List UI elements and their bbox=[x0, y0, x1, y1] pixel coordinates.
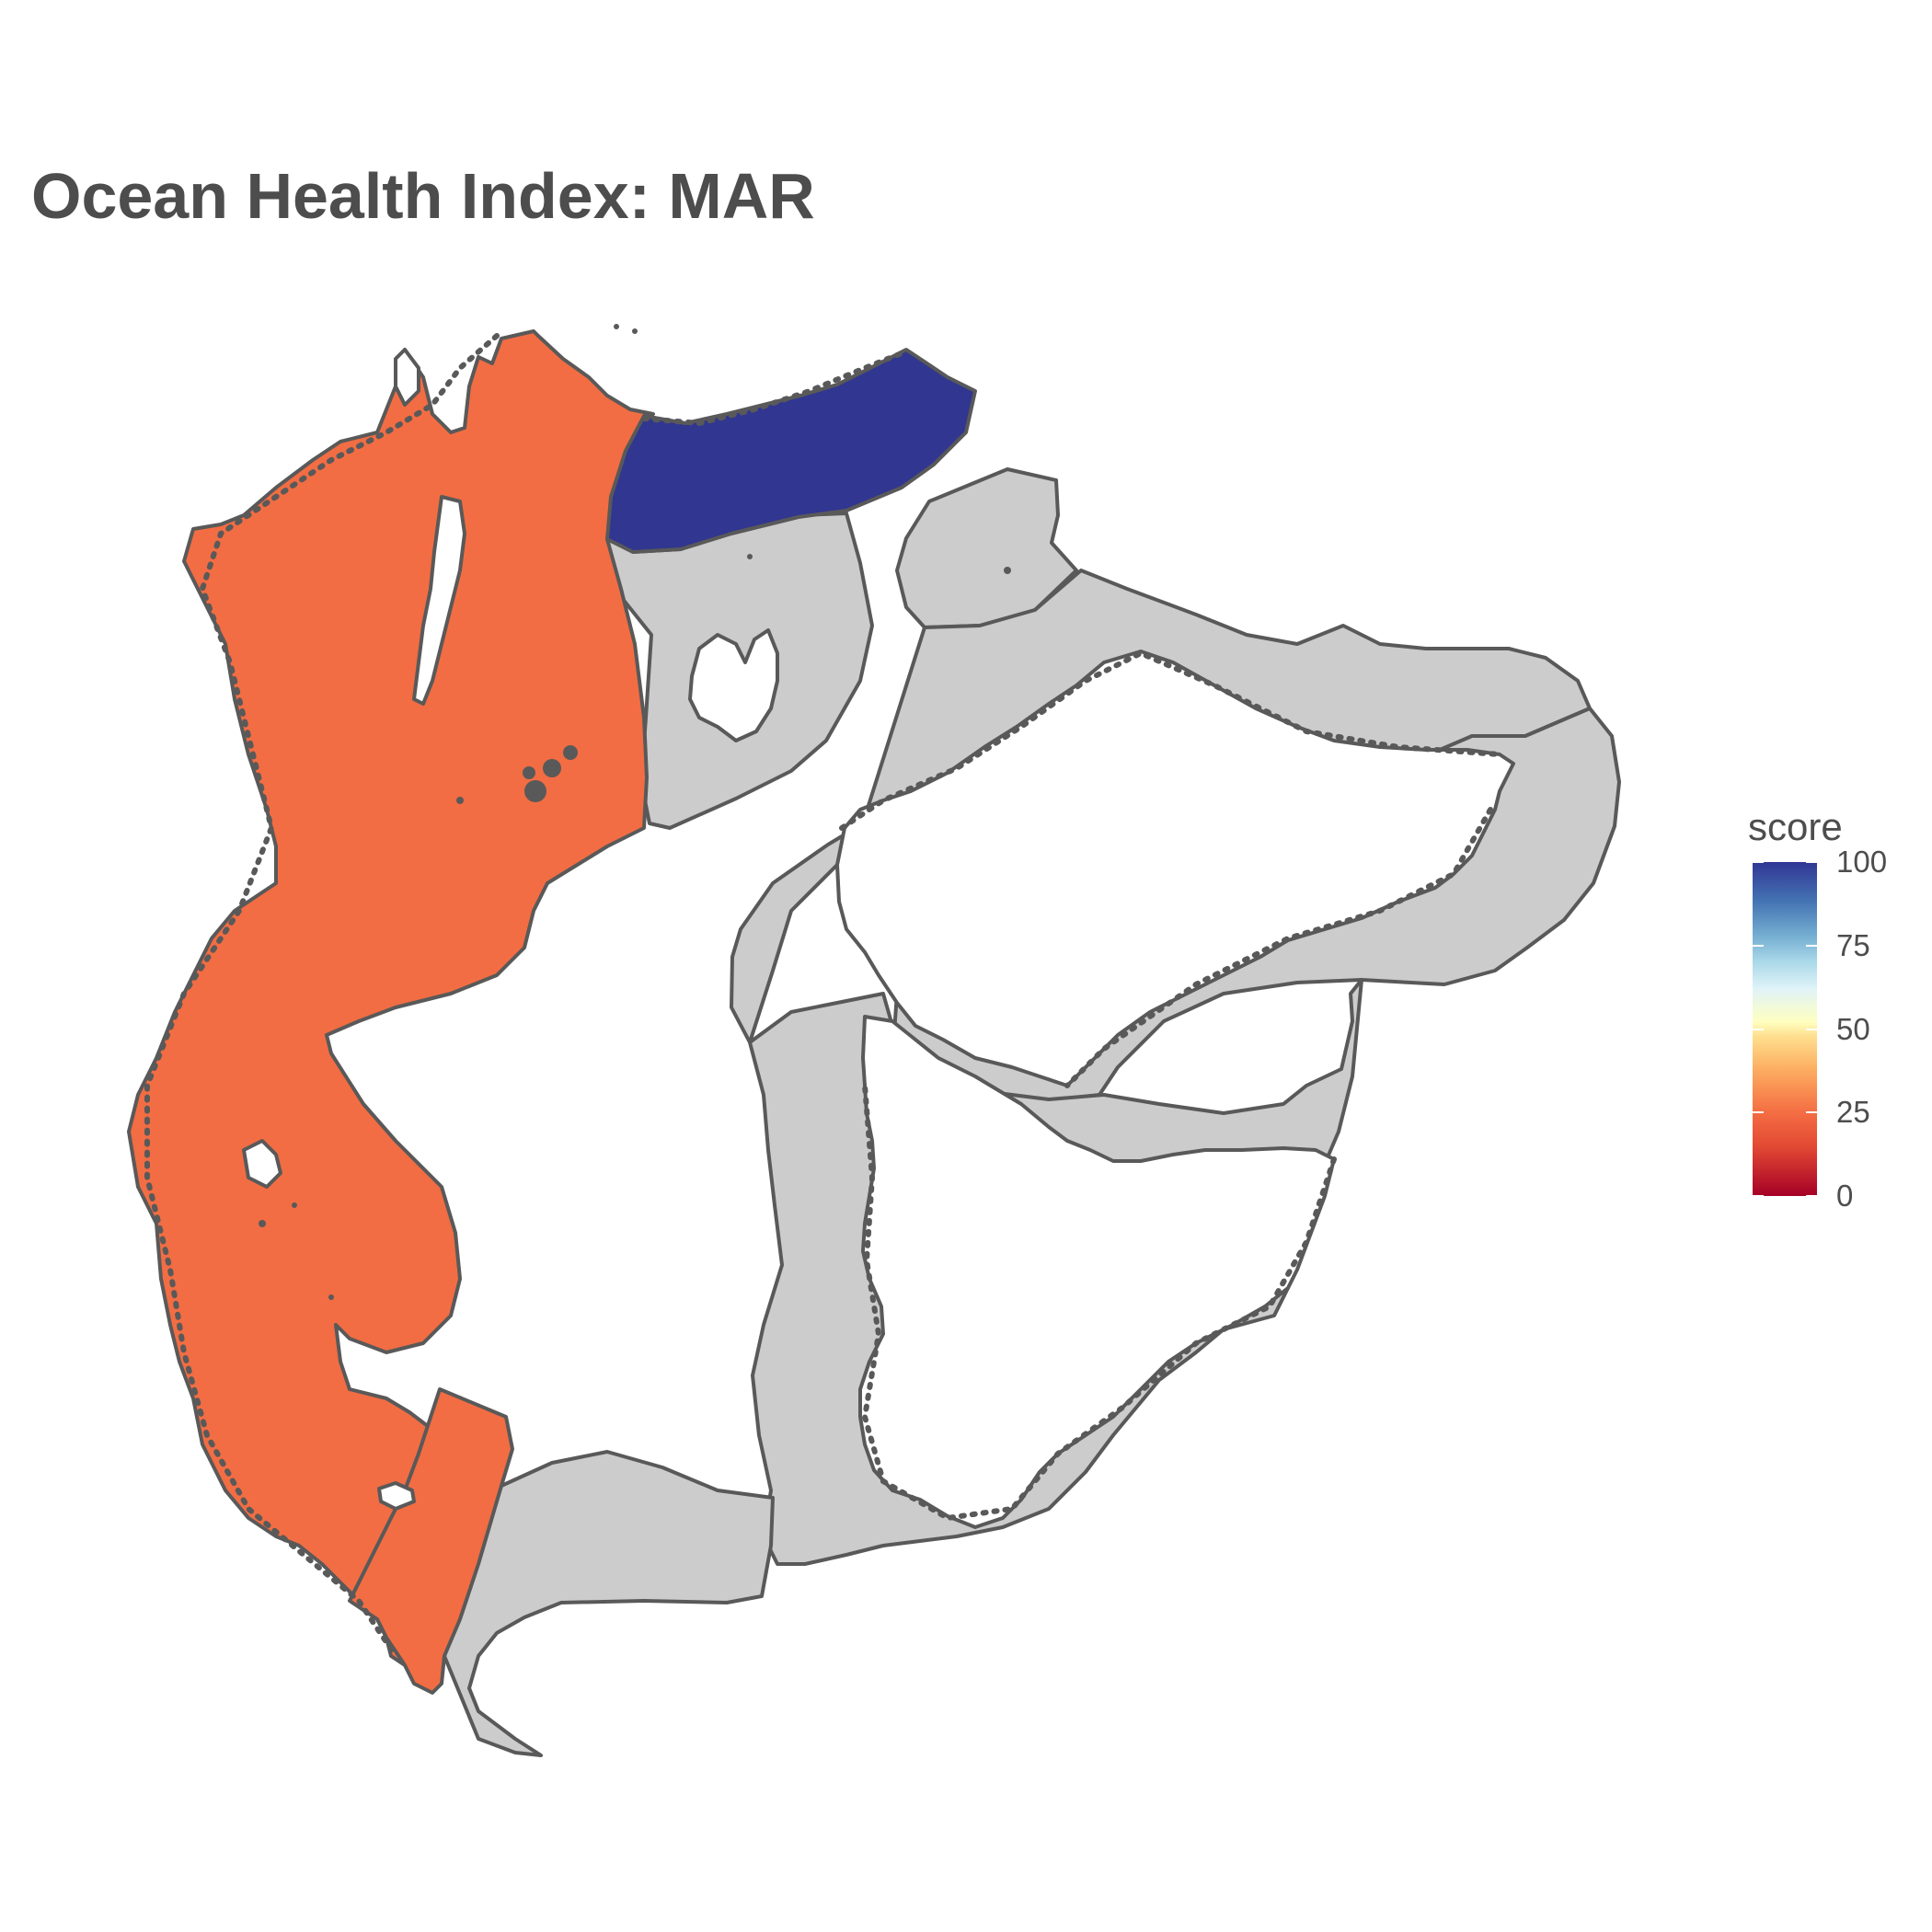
land-svalbard bbox=[688, 628, 779, 742]
islet bbox=[563, 745, 578, 760]
islet bbox=[292, 1202, 297, 1208]
legend-title: score bbox=[1748, 805, 1843, 848]
legend-tick-mark bbox=[1753, 1195, 1764, 1197]
coastline-greenland bbox=[839, 650, 1502, 1088]
legend-tick-mark bbox=[1806, 861, 1817, 863]
legend-tick-mark bbox=[1753, 1111, 1764, 1114]
legend-tick-mark bbox=[1806, 944, 1817, 947]
legend-tick-mark bbox=[1806, 1195, 1817, 1197]
legend-tick-label: 100 bbox=[1836, 845, 1888, 879]
region-russia-arctic-eez[interactable] bbox=[127, 329, 655, 1667]
legend-tick-label: 75 bbox=[1836, 927, 1870, 962]
land-severnaya-zemlya bbox=[394, 348, 420, 407]
land-novaya-zemlya bbox=[412, 495, 466, 706]
map-title: Ocean Health Index: MAR bbox=[31, 160, 815, 232]
legend-tick-mark bbox=[1806, 1111, 1817, 1114]
coastline-norway bbox=[641, 349, 909, 427]
islet bbox=[614, 324, 619, 329]
land-new-siberian-islands bbox=[242, 1139, 282, 1189]
islet bbox=[747, 554, 753, 559]
coastline-canada bbox=[861, 1083, 1337, 1522]
legend-tick-mark bbox=[1806, 1028, 1817, 1030]
islet bbox=[632, 328, 638, 334]
land-wrangel-island bbox=[377, 1481, 416, 1511]
islet bbox=[456, 797, 464, 804]
legend-tick-label: 25 bbox=[1836, 1095, 1870, 1130]
islet bbox=[523, 766, 535, 779]
legend-tick-mark bbox=[1753, 1028, 1764, 1030]
islet bbox=[328, 1294, 334, 1300]
legend-tick-mark bbox=[1753, 944, 1764, 947]
coastline-russia bbox=[144, 333, 500, 1659]
legend-tick-label: 0 bbox=[1836, 1179, 1854, 1213]
islet bbox=[524, 780, 546, 802]
legend-tick-label: 50 bbox=[1836, 1011, 1870, 1046]
region-alaska-arctic-eez[interactable] bbox=[443, 1450, 775, 1757]
legend-tick-mark bbox=[1753, 861, 1764, 863]
region-bering-russia-eez[interactable] bbox=[348, 1387, 514, 1695]
islet bbox=[259, 1220, 266, 1227]
islet bbox=[1004, 567, 1011, 574]
legend: score 0 25 50 75 100 bbox=[1748, 805, 1923, 1213]
islet bbox=[543, 759, 561, 777]
